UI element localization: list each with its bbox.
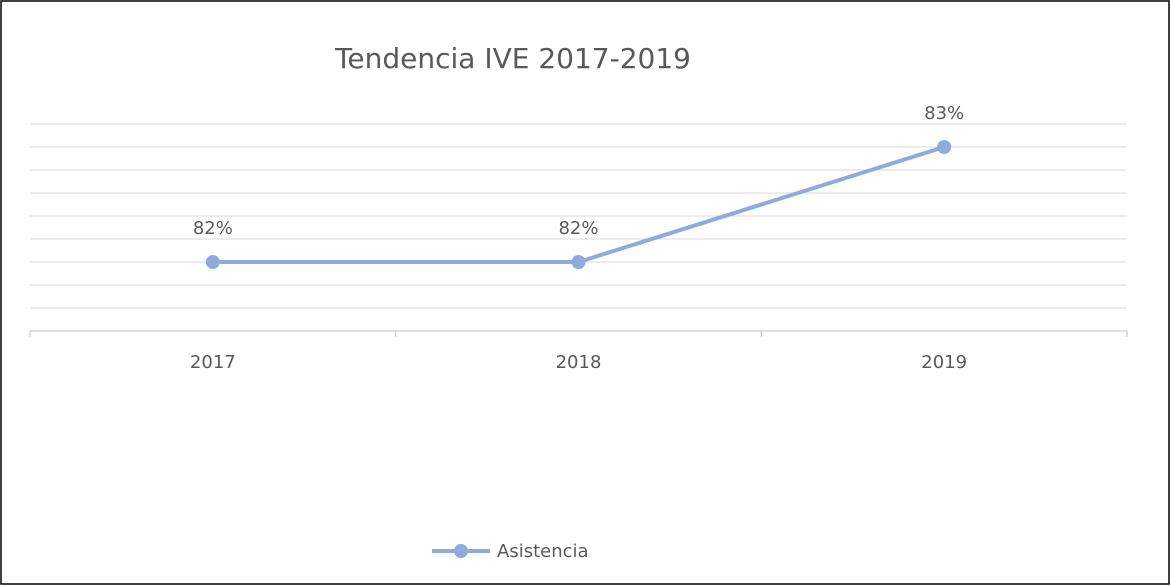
data-label: 82% (558, 218, 598, 239)
x-tick-label: 2018 (556, 352, 602, 373)
x-tick-label: 2017 (190, 352, 236, 373)
data-point (937, 140, 952, 154)
legend-marker (454, 544, 468, 558)
chart-title: Tendencia IVE 2017-2019 (334, 42, 691, 75)
data-point (571, 255, 586, 269)
data-point (205, 255, 220, 269)
x-tick-label: 2019 (921, 352, 967, 373)
legend-label: Asistencia (497, 541, 589, 562)
data-label: 83% (924, 103, 964, 124)
data-label: 82% (193, 218, 233, 239)
